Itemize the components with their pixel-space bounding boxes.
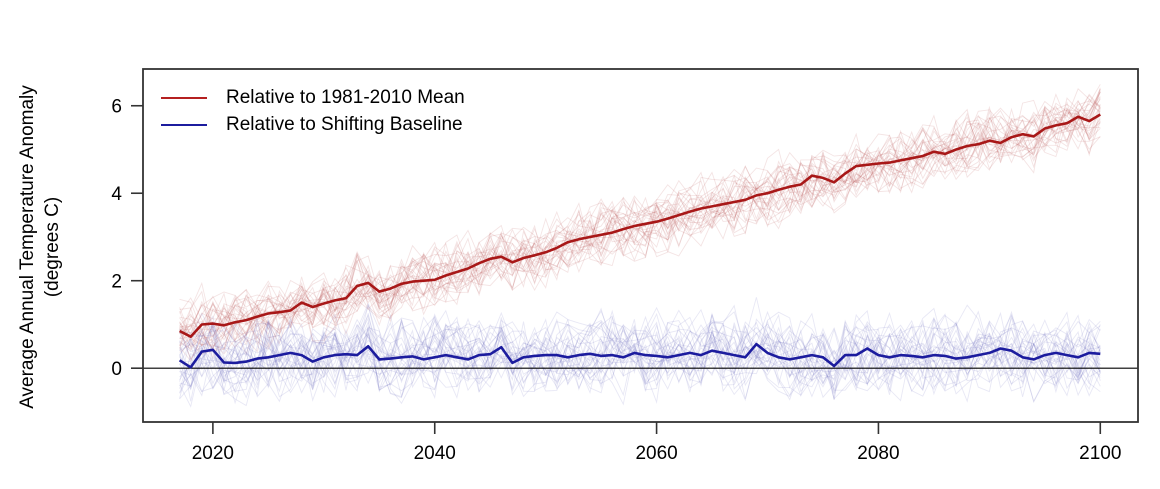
ensemble-member-line <box>179 309 1101 401</box>
ensemble-member-line <box>179 114 1101 348</box>
ensemble-member-line <box>179 107 1101 348</box>
ensemble-member-line <box>179 310 1101 400</box>
y-tick-label: 4 <box>111 184 122 205</box>
x-tick-label: 2020 <box>192 443 234 464</box>
legend-item-1981-2010-mean: Relative to 1981-2010 Mean <box>161 84 465 111</box>
x-tick-label: 2040 <box>414 443 456 464</box>
y-tick-label: 0 <box>111 359 122 380</box>
legend: Relative to 1981-2010 Mean Relative to S… <box>161 84 465 138</box>
ensemble-member-line <box>179 317 1101 404</box>
ensemble-member-line <box>179 312 1101 390</box>
ensemble-member-line <box>179 312 1101 403</box>
legend-item-shifting-baseline: Relative to Shifting Baseline <box>161 111 465 138</box>
ensemble-member-line <box>179 84 1101 356</box>
mean-line <box>179 113 1101 339</box>
ensemble-member-line <box>179 87 1101 351</box>
ensemble-member-line <box>179 98 1101 356</box>
y-axis-title-line1: Average Annual Temperature Anomaly <box>17 85 38 409</box>
ensemble-member-line <box>179 94 1101 359</box>
ensemble-member-line <box>179 109 1101 349</box>
ensemble-member-line <box>179 110 1101 350</box>
ensemble-member-line <box>179 313 1101 408</box>
ensemble-member-line <box>179 311 1101 399</box>
ensemble-member-line <box>179 105 1101 348</box>
ensemble-member-line <box>179 102 1101 361</box>
x-tick-label: 2080 <box>857 443 899 464</box>
ensemble-member-line <box>179 88 1101 347</box>
ensemble-member-line <box>179 314 1101 402</box>
legend-label: Relative to Shifting Baseline <box>226 113 463 135</box>
ensemble-member-line <box>179 103 1101 347</box>
ensemble-member-line <box>179 313 1101 390</box>
mean-line <box>178 342 1101 369</box>
ensemble-member-line <box>179 318 1101 397</box>
ensemble-member-line <box>179 297 1101 399</box>
ensemble-member-line <box>179 110 1101 348</box>
ensemble-member-line <box>179 311 1101 403</box>
ensemble-member-line <box>179 88 1101 335</box>
x-tick-label: 2060 <box>635 443 677 464</box>
ensemble-member-line <box>179 311 1101 391</box>
x-tick-label: 2100 <box>1079 443 1121 464</box>
y-axis-title-line2: (degrees C) <box>42 196 63 298</box>
ensemble-member-line <box>179 318 1101 405</box>
mean-lines <box>178 113 1101 369</box>
ensemble-member-line <box>179 112 1101 350</box>
red-line-swatch-icon <box>161 96 207 99</box>
ensemble-member-line <box>179 316 1101 399</box>
ensemble-member-line <box>179 323 1101 398</box>
ensemble-member-line <box>179 313 1101 396</box>
legend-label: Relative to 1981-2010 Mean <box>226 86 465 108</box>
ensemble-member-line <box>179 316 1101 404</box>
blue-line-swatch-icon <box>161 123 207 126</box>
ensemble-member-line <box>179 120 1101 337</box>
y-axis-title: Average Annual Temperature Anomaly (degr… <box>15 85 65 409</box>
ensemble-member-line <box>179 93 1101 329</box>
ensemble-member-line <box>179 304 1101 399</box>
ensemble-member-line <box>179 91 1101 361</box>
ensemble-member-line <box>179 93 1101 350</box>
ensemble-member-line <box>179 308 1101 400</box>
ensemble-member-line <box>179 310 1101 393</box>
ensemble-member-line <box>179 307 1101 398</box>
ensemble-member-line <box>179 304 1101 402</box>
y-tick-label: 2 <box>111 271 122 292</box>
ensemble-member-line <box>179 302 1101 406</box>
ensemble-member-line <box>179 88 1101 331</box>
y-tick-label: 6 <box>111 96 122 117</box>
ensemble-member-line <box>179 310 1101 397</box>
plot-frame <box>142 68 1139 423</box>
ensemble-member-line <box>179 91 1101 346</box>
ensemble-member-line <box>179 103 1101 353</box>
ensemble-member-line <box>179 109 1101 341</box>
